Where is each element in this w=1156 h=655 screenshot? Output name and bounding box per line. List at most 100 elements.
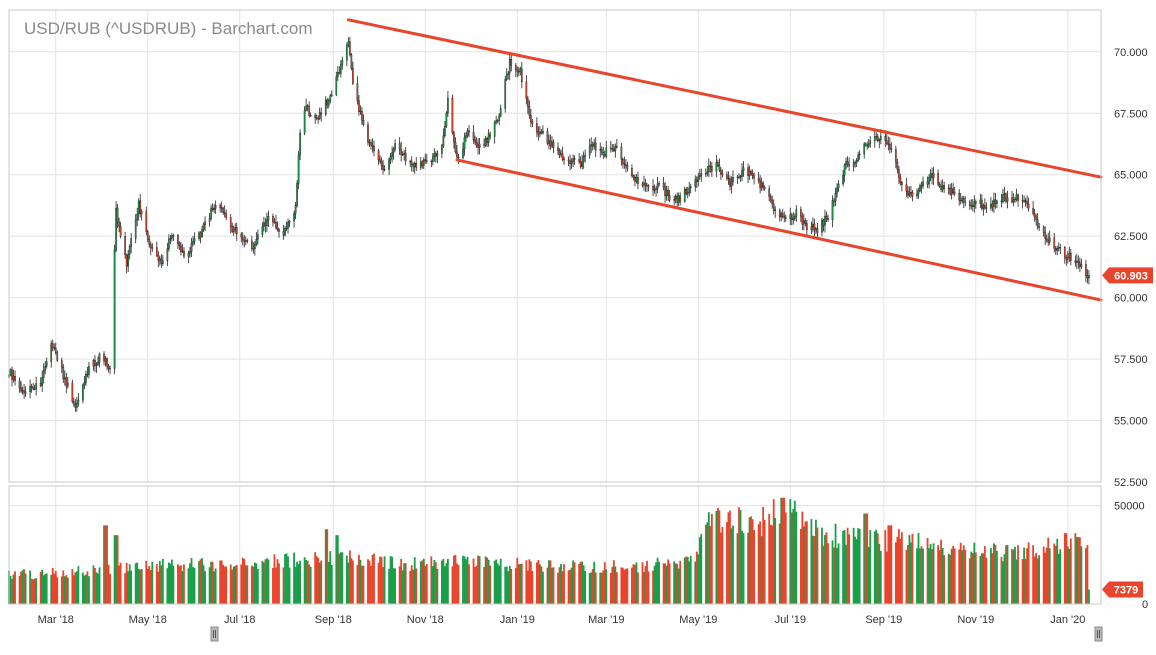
volume-bar [689,555,692,604]
candle [793,213,796,222]
volume-bar [92,565,95,604]
candle [314,113,317,124]
volume-bar [615,572,618,604]
candle [339,60,342,78]
candle [77,393,80,407]
candle [581,154,583,170]
candle [82,383,84,404]
volume-bar [335,535,338,604]
candle [742,161,745,177]
volume-bar [1011,549,1013,604]
candle [410,156,413,172]
candle [394,139,396,152]
volume-bar [621,567,624,604]
candle [727,171,730,185]
candle [377,148,380,165]
candle [389,152,392,165]
volume-bar [183,564,185,604]
candle [326,98,329,109]
candle [409,159,412,168]
candle [653,184,656,194]
volume-bar [240,564,243,604]
volume-bar [430,556,433,604]
volume-bar [410,565,413,604]
volume-bar [612,560,615,604]
volume-bar [685,556,688,604]
trendline-upper [346,18,1103,179]
volume-bar [739,510,742,604]
candle [873,129,876,148]
volume-bar [9,576,12,604]
candle [510,52,513,72]
volume-bar [979,555,982,604]
price-axis: 52.500 55.000 57.500 60.000 62.500 65.000 67.5… [1114,47,1148,611]
volume-bar [908,535,911,604]
candle [664,182,666,203]
volume-bar [18,575,21,604]
scroll-handle-right[interactable] [1094,626,1103,642]
candle [732,170,734,186]
volume-bar [223,566,226,604]
volume-bar [982,553,985,604]
volume-bar [716,507,719,604]
volume-bar [602,570,605,604]
volume-bar [938,550,941,604]
volume-bar [134,563,137,604]
candle [318,107,321,121]
volume-bar [1088,589,1090,604]
candle [783,211,786,223]
candle [430,159,433,168]
volume-bar [852,527,855,604]
volume-bar [781,497,784,604]
volume-bar [109,573,111,604]
candle [1054,245,1057,255]
volume-bar [499,558,502,604]
volume-bar [401,570,404,604]
volume-bar [931,549,933,604]
scroll-handle-left[interactable] [210,626,219,642]
volume-bar [85,574,87,604]
candle [73,397,75,407]
volume-bar [415,568,418,604]
candle [736,174,739,184]
volume-bar [611,566,614,604]
candle [572,154,574,168]
volume-bar [425,564,428,604]
volume-bar [451,566,454,604]
candle [158,255,161,266]
candle [940,180,942,193]
candle [919,183,921,193]
volume-bar [383,556,386,604]
candle [762,181,764,191]
candle [594,137,597,158]
volume-bar [875,529,878,604]
candle [990,197,992,211]
candle [288,219,291,228]
volume-bar [1080,546,1083,604]
volume-bar [161,558,164,604]
candle [843,163,846,183]
volume-bar [973,542,976,604]
volume-bar [484,556,487,604]
candle [338,66,341,75]
candle [208,213,211,227]
volume-bar [805,521,808,604]
candle [898,166,900,185]
y-tick-label: 60.000 [1114,293,1148,305]
candle [711,162,713,177]
candle [282,224,285,240]
candle [232,225,235,236]
volume-bar [181,571,184,604]
volume-bar [732,525,734,604]
candle [1011,191,1013,204]
candle [932,167,935,186]
candle [837,180,840,192]
volume-bar [177,564,179,604]
candle [979,193,982,209]
volume-bar [837,543,840,604]
volume-bar [620,567,623,604]
candle [668,189,671,203]
volume-bar [462,555,464,604]
volume-bar [44,574,47,604]
candle [1085,259,1087,283]
